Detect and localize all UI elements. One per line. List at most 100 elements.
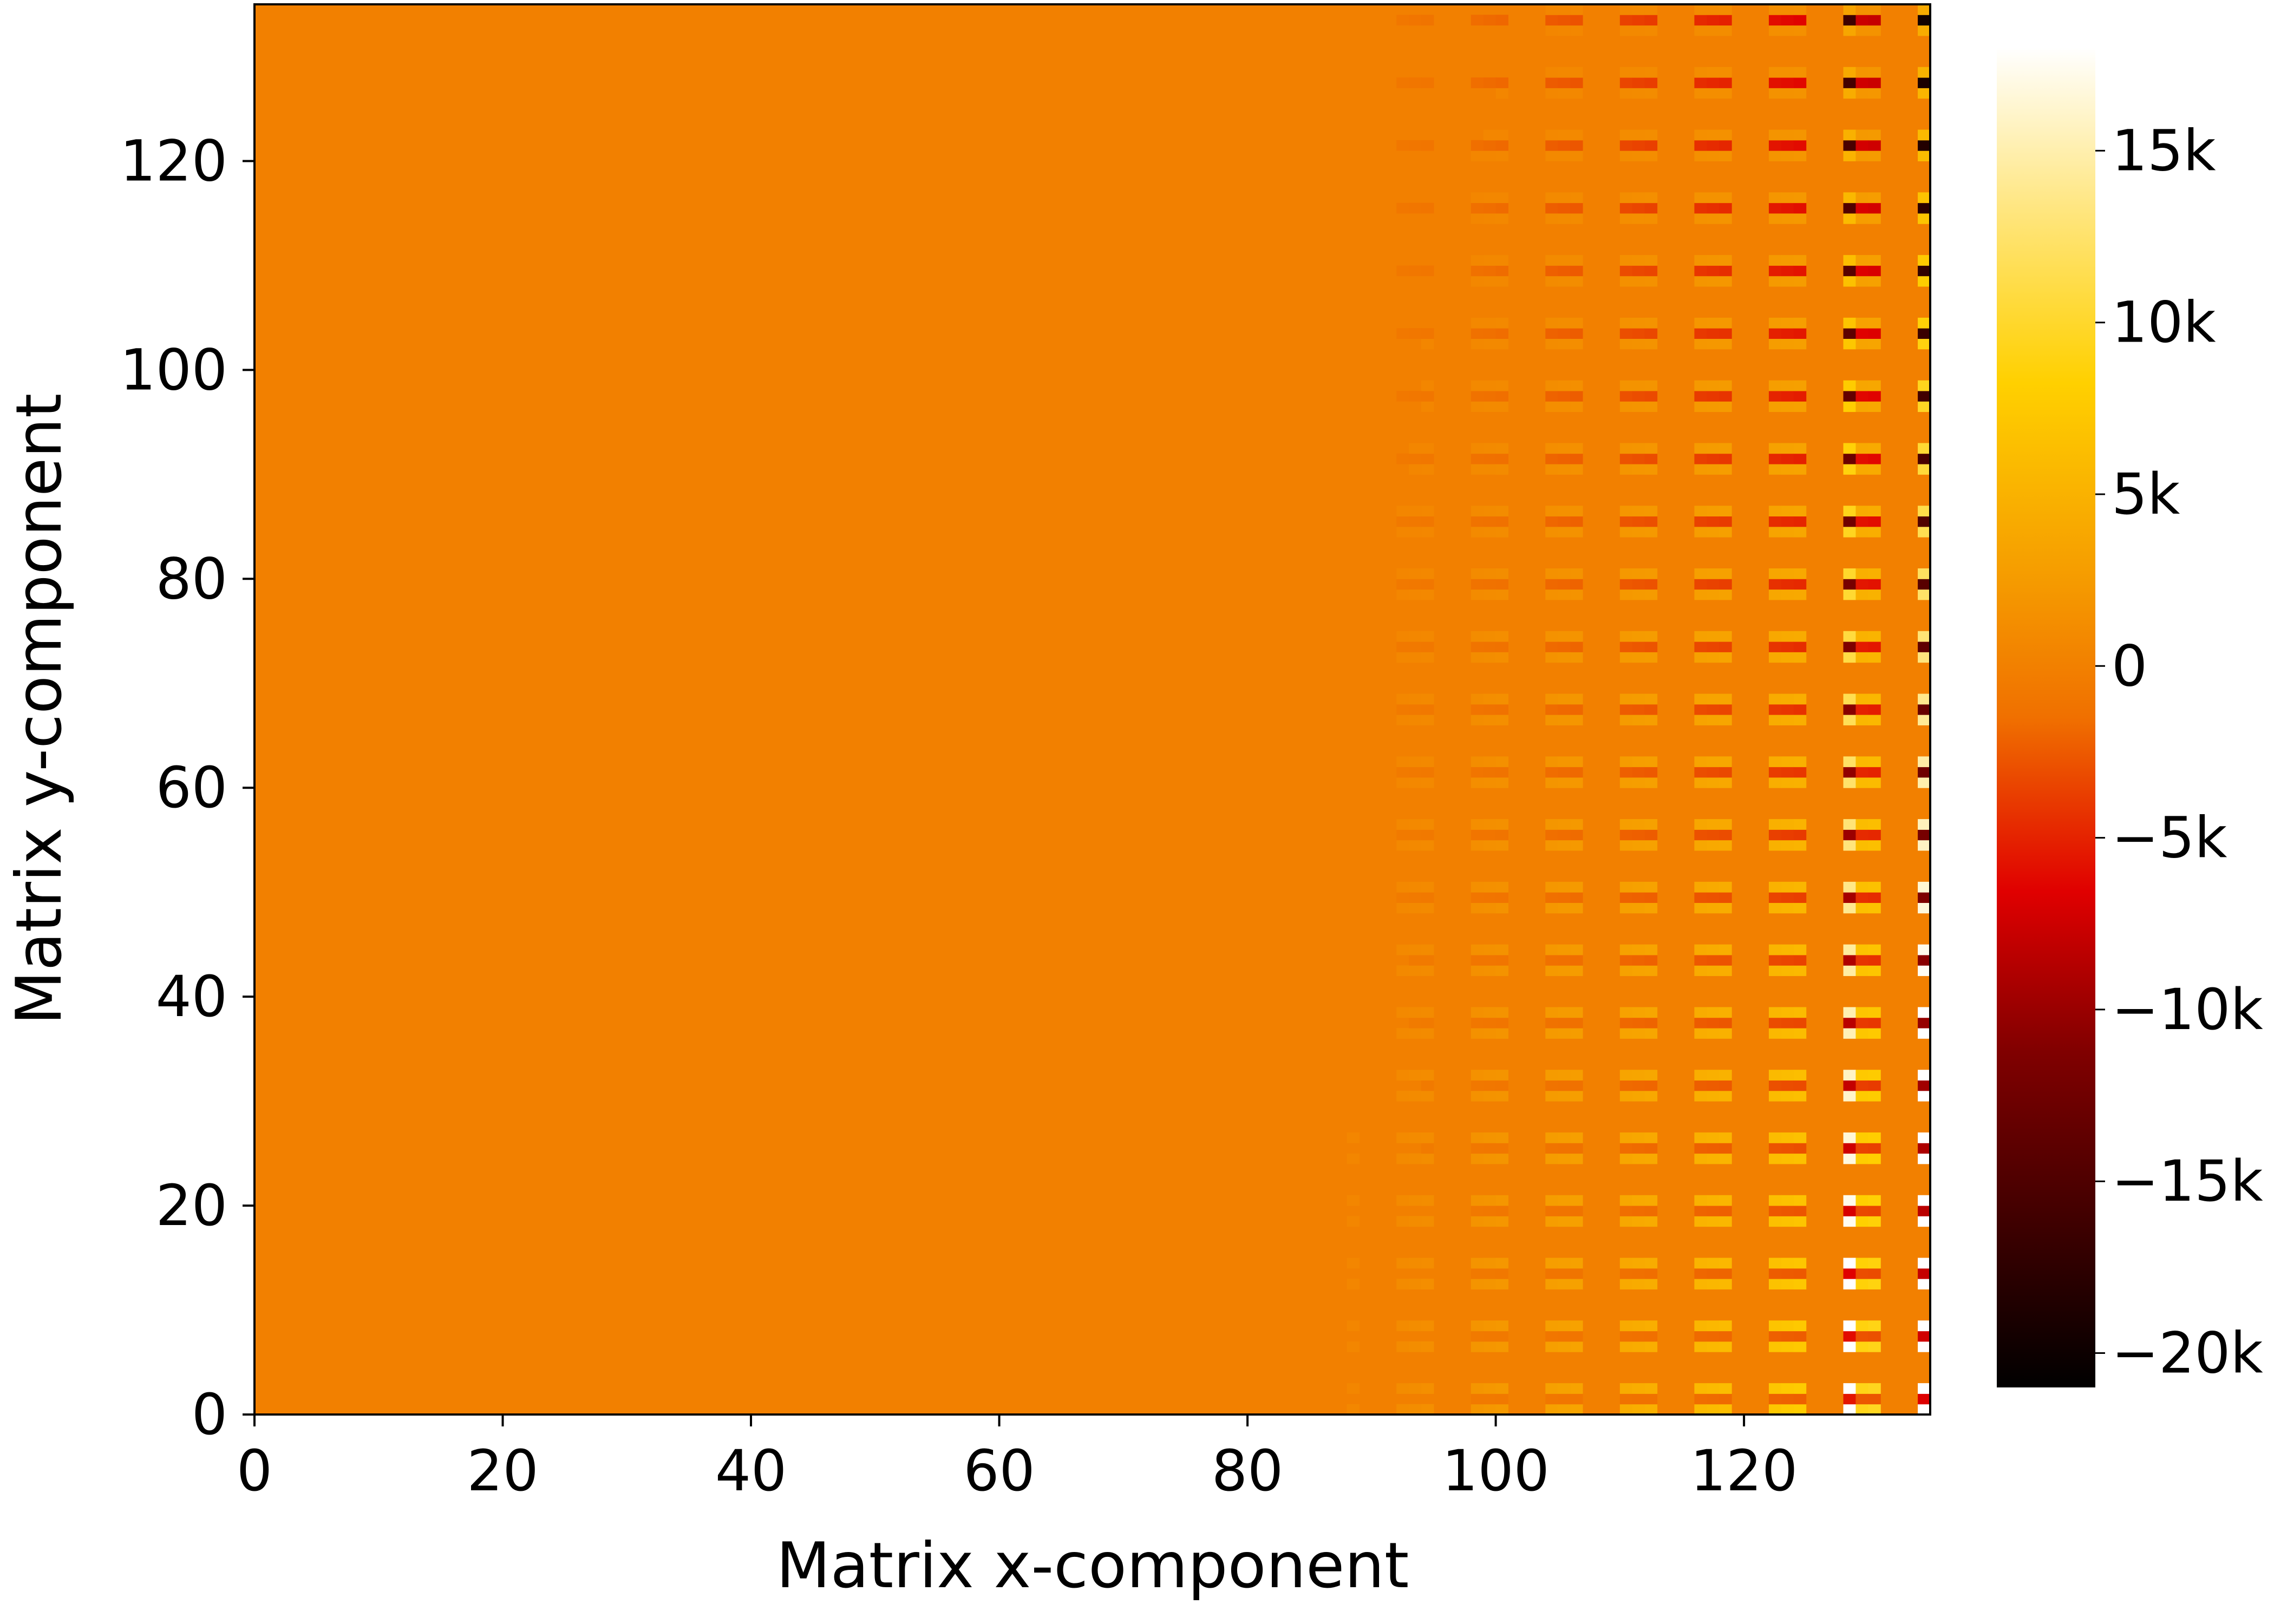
y-tick-label: 120 — [120, 128, 227, 194]
heatmap-cell — [1632, 338, 1645, 350]
heatmap-cell — [1471, 589, 1484, 600]
heatmap-cell — [1558, 568, 1571, 579]
heatmap-cell — [1471, 506, 1484, 517]
heatmap-cell — [1768, 1258, 1782, 1269]
heatmap-cell — [1632, 506, 1645, 517]
heatmap-cell — [1545, 715, 1558, 725]
heatmap-cell — [1570, 380, 1583, 391]
heatmap-cell — [1719, 192, 1732, 204]
heatmap-cell — [1855, 192, 1868, 204]
heatmap-cell — [1918, 338, 1931, 350]
heatmap-cell — [1644, 1320, 1658, 1332]
heatmap-cell — [1644, 328, 1658, 339]
heatmap-cell — [1409, 652, 1422, 663]
heatmap-cell — [1483, 777, 1497, 788]
heatmap-cell — [1471, 1393, 1484, 1405]
heatmap-cell — [1409, 1028, 1422, 1039]
heatmap-cell — [1768, 1279, 1782, 1289]
heatmap-cell — [1868, 1090, 1881, 1102]
heatmap-cell — [1558, 506, 1571, 517]
heatmap-cell — [1421, 1080, 1434, 1091]
heatmap-cell — [1793, 704, 1807, 715]
heatmap-cell — [1471, 1331, 1484, 1342]
heatmap-cell — [1868, 150, 1881, 161]
heatmap-cell — [1483, 579, 1497, 590]
heatmap-cell — [1558, 150, 1571, 161]
heatmap-cell — [1570, 767, 1583, 778]
heatmap-cell — [1483, 140, 1497, 151]
heatmap-cell — [1483, 328, 1497, 339]
heatmap-cell — [1545, 1153, 1558, 1164]
heatmap-cell — [1545, 892, 1558, 903]
heatmap-cell — [1781, 1216, 1794, 1227]
heatmap-cell — [1396, 881, 1409, 893]
heatmap-cell — [1868, 276, 1881, 287]
heatmap-cell — [1495, 129, 1509, 141]
heatmap-cell — [1570, 693, 1583, 705]
heatmap-cell — [1409, 77, 1422, 88]
heatmap-cell — [1855, 265, 1868, 277]
heatmap-cell — [1558, 202, 1571, 214]
heatmap-cell — [1707, 840, 1720, 851]
heatmap-cell — [1768, 506, 1782, 517]
heatmap-cell — [1471, 1383, 1484, 1394]
heatmap-cell — [1545, 652, 1558, 663]
heatmap-cell — [1843, 1132, 1856, 1143]
heatmap-cell — [1719, 1404, 1732, 1415]
heatmap-cell — [1570, 213, 1583, 224]
heatmap-cell — [1558, 464, 1571, 475]
heatmap-cell — [1619, 67, 1633, 78]
heatmap-cell — [1545, 704, 1558, 715]
heatmap-cell — [1619, 1143, 1633, 1154]
heatmap-cell — [1558, 1195, 1571, 1206]
heatmap-cell — [1781, 526, 1794, 538]
heatmap-cell — [1495, 767, 1509, 778]
heatmap-cell — [1719, 77, 1732, 88]
heatmap-cell — [1558, 1383, 1571, 1394]
heatmap-cell — [1409, 506, 1422, 517]
heatmap-cell — [1768, 777, 1782, 788]
heatmap-cell — [1855, 67, 1868, 78]
heatmap-cell — [1409, 840, 1422, 851]
heatmap-cell — [1868, 965, 1881, 977]
heatmap-cell — [1868, 756, 1881, 768]
heatmap-cell — [1768, 840, 1782, 851]
heatmap-cell — [1619, 1017, 1633, 1029]
heatmap-cell — [1768, 317, 1782, 329]
heatmap-cell — [1719, 1393, 1732, 1405]
heatmap-cell — [1409, 1132, 1422, 1143]
heatmap-cell — [1483, 213, 1497, 224]
heatmap-cell — [1619, 589, 1633, 600]
heatmap-cell — [1632, 25, 1645, 36]
heatmap-cell — [1793, 25, 1807, 36]
heatmap-cell — [1570, 77, 1583, 88]
heatmap-cell — [1868, 693, 1881, 705]
heatmap-cell — [1409, 965, 1422, 977]
heatmap-cell — [1421, 1017, 1434, 1029]
heatmap-cell — [1396, 819, 1409, 830]
heatmap-cell — [1694, 1331, 1707, 1342]
heatmap-cell — [1632, 380, 1645, 391]
heatmap-cell — [1868, 1195, 1881, 1206]
heatmap-cell — [1495, 1007, 1509, 1018]
heatmap-cell — [1483, 506, 1497, 517]
heatmap-cell — [1471, 704, 1484, 715]
heatmap-cell — [1471, 892, 1484, 903]
heatmap-cell — [1471, 328, 1484, 339]
heatmap-cell — [1409, 1070, 1422, 1081]
heatmap-cell — [1793, 1393, 1807, 1405]
heatmap-cell — [1495, 819, 1509, 830]
heatmap-cell — [1694, 1216, 1707, 1227]
colorbar-tick-label: −5k — [2112, 805, 2227, 871]
heatmap-cell — [1918, 265, 1931, 277]
heatmap-cell — [1471, 1143, 1484, 1154]
heatmap-cell — [1471, 1080, 1484, 1091]
heatmap-cell — [1570, 1028, 1583, 1039]
heatmap-cell — [1768, 1331, 1782, 1342]
heatmap-cell — [1632, 568, 1645, 579]
heatmap-cell — [1619, 192, 1633, 204]
heatmap-cell — [1781, 338, 1794, 350]
heatmap-cell — [1632, 1341, 1645, 1352]
heatmap-cell — [1918, 464, 1931, 475]
heatmap-cell — [1644, 464, 1658, 475]
